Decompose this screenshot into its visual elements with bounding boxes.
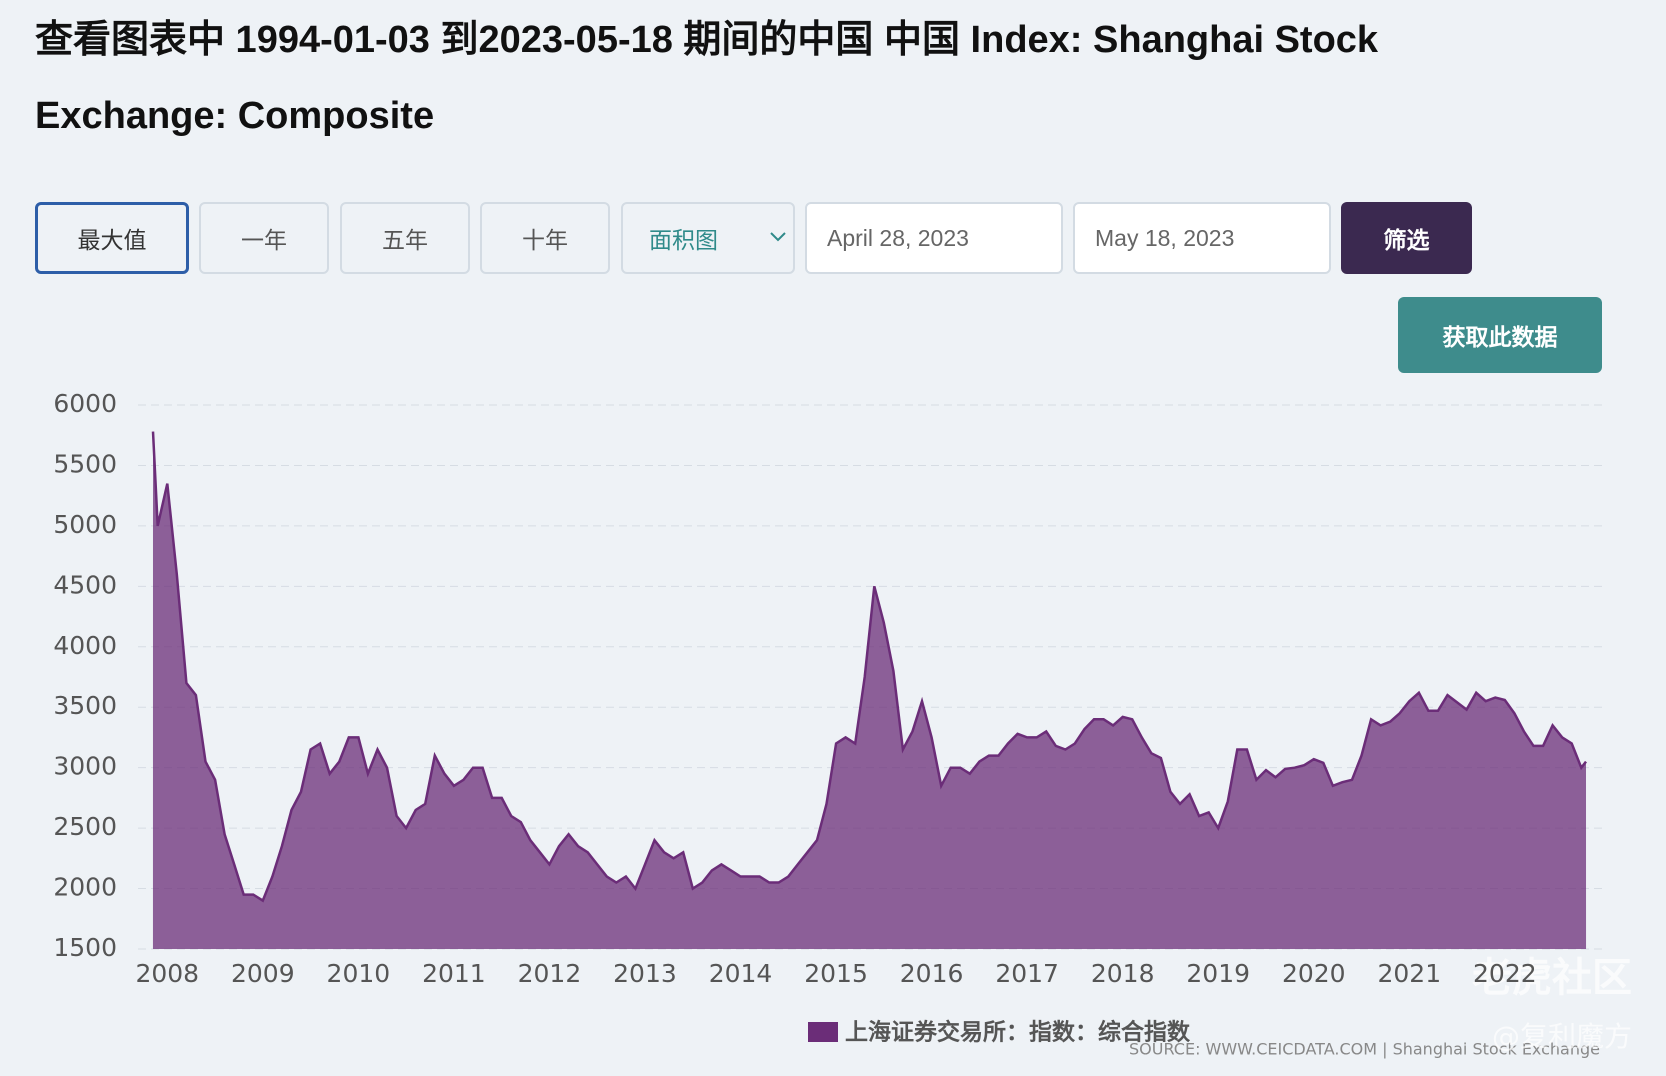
x-tick-label: 2017 [995, 959, 1059, 988]
download-button[interactable]: 获取此数据 [1398, 297, 1602, 373]
select-value: 面积图 [649, 227, 718, 253]
x-tick-label: 2011 [422, 959, 486, 988]
x-tick-label: 2013 [613, 959, 677, 988]
y-tick-label: 2000 [53, 873, 117, 902]
date-to-input[interactable]: May 18, 2023 [1073, 202, 1331, 274]
legend-swatch [808, 1022, 838, 1042]
x-tick-label: 2016 [900, 959, 964, 988]
y-tick-label: 2500 [53, 812, 117, 841]
filter-button[interactable]: 筛选 [1341, 202, 1472, 274]
y-tick-label: 3500 [53, 691, 117, 720]
y-tick-label: 1500 [53, 933, 117, 962]
watermark-logo: 老虎社区 [1472, 955, 1632, 1001]
source-note: SOURCE: WWW.CEICDATA.COM | Shanghai Stoc… [1129, 1040, 1600, 1059]
x-tick-label: 2010 [327, 959, 391, 988]
x-tick-label: 2012 [518, 959, 582, 988]
page-title: 查看图表中 1994-01-03 到2023-05-18 期间的中国 中国 In… [35, 19, 1379, 137]
y-tick-label: 5000 [53, 510, 117, 539]
x-tick-label: 2015 [804, 959, 868, 988]
y-tick-label: 3000 [53, 752, 117, 781]
range-button[interactable]: 最大值 [35, 202, 189, 274]
y-tick-label: 6000 [53, 389, 117, 418]
x-tick-label: 2019 [1186, 959, 1250, 988]
area-line [151, 431, 1587, 903]
legend-label: 上海证券交易所：指数：综合指数 [845, 1019, 1191, 1046]
range-button[interactable]: 五年 [340, 202, 470, 274]
y-tick-label: 5500 [53, 449, 117, 478]
chart-type-select[interactable]: 面积图 [621, 202, 795, 274]
x-tick-label: 2020 [1282, 959, 1346, 988]
y-tick-label: 4500 [53, 570, 117, 599]
x-tick-label: 2021 [1377, 959, 1441, 988]
x-tick-label: 2018 [1091, 959, 1155, 988]
chevron [770, 232, 786, 242]
range-button[interactable]: 一年 [199, 202, 329, 274]
x-tick-label: 2022 [1473, 959, 1537, 988]
x-tick-label: 2009 [231, 959, 295, 988]
x-tick-label: 2014 [709, 959, 773, 988]
x-tick-label: 2008 [135, 959, 199, 988]
y-tick-label: 4000 [53, 631, 117, 660]
date-from-input[interactable]: April 28, 2023 [805, 202, 1063, 274]
watermark-user: @复利魔方 [1492, 1020, 1632, 1053]
range-button[interactable]: 十年 [480, 202, 610, 274]
area-fill [152, 431, 1587, 950]
